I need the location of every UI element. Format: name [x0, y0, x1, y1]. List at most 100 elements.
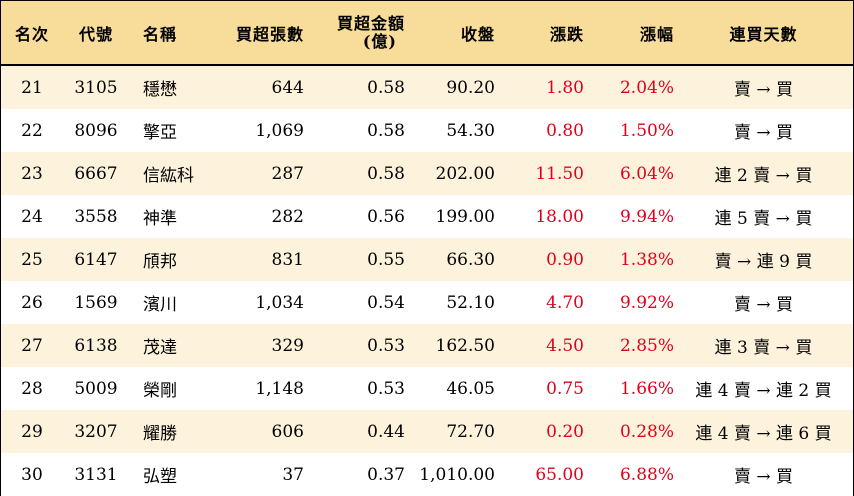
close-cell: 52.10	[446, 292, 495, 313]
change-cell: 11.50	[535, 163, 584, 184]
days-cell: 連 5 賣 → 買	[714, 209, 813, 229]
amount-cell: 0.55	[367, 249, 405, 270]
close-cell: 162.50	[435, 335, 495, 356]
name-cell: 榮剛	[143, 381, 177, 401]
pct-cell: 1.50%	[619, 120, 674, 141]
code-cell: 3558	[74, 206, 118, 227]
net-lots-cell: 37	[282, 464, 304, 485]
change-cell: 1.80	[546, 77, 584, 98]
days-cell: 連 3 賣 → 買	[714, 338, 813, 358]
table-row: 27 6138 茂達 329 0.53 162.50 4.50 2.85% 連 3 賣 → 買	[1, 324, 853, 367]
table-row: 21 3105 穩懋 644 0.58 90.20 1.80 2.04% 賣 → 買	[1, 66, 853, 109]
change-cell: 65.00	[535, 464, 584, 485]
header-name: 名稱	[143, 24, 178, 44]
code-cell: 5009	[74, 378, 118, 399]
table-row: 22 8096 擎亞 1,069 0.58 54.30 0.80 1.50% 賣 → 買	[1, 109, 853, 152]
change-cell: 0.20	[546, 421, 584, 442]
header-divider	[1, 64, 853, 66]
amount-cell: 0.53	[367, 378, 405, 399]
days-cell: 連 4 賣 → 連 6 買	[695, 424, 832, 444]
rank-cell: 29	[21, 421, 43, 442]
rank-cell: 28	[21, 378, 43, 399]
days-cell: 賣 → 買	[733, 80, 794, 100]
amount-cell: 0.37	[367, 464, 405, 485]
name-cell: 神準	[143, 209, 177, 229]
days-cell: 賣 → 買	[733, 295, 794, 315]
days-cell: 賣 → 買	[733, 123, 794, 143]
rank-cell: 25	[21, 249, 43, 270]
close-cell: 54.30	[446, 120, 495, 141]
rank-cell: 30	[21, 464, 43, 485]
code-cell: 6667	[74, 163, 118, 184]
close-cell: 66.30	[446, 249, 495, 270]
table-row: 24 3558 神準 282 0.56 199.00 18.00 9.94% 連 5 賣 → 買	[1, 195, 853, 238]
amount-cell: 0.58	[367, 163, 405, 184]
header-rank: 名次	[14, 24, 49, 44]
rank-cell: 21	[21, 77, 43, 98]
pct-cell: 9.94%	[619, 206, 674, 227]
close-cell: 199.00	[435, 206, 495, 227]
close-cell: 72.70	[446, 421, 495, 442]
header-pct: 漲幅	[639, 24, 674, 44]
close-cell: 90.20	[446, 77, 495, 98]
close-cell: 1,010.00	[419, 464, 495, 485]
rank-cell: 26	[21, 292, 43, 313]
amount-cell: 0.58	[367, 77, 405, 98]
change-cell: 0.90	[546, 249, 584, 270]
net-lots-cell: 287	[271, 163, 304, 184]
pct-cell: 6.88%	[619, 464, 674, 485]
name-cell: 濱川	[143, 295, 177, 315]
name-cell: 弘塑	[143, 467, 177, 487]
change-cell: 0.75	[546, 378, 584, 399]
header-close: 收盤	[460, 24, 495, 44]
table-row: 28 5009 榮剛 1,148 0.53 46.05 0.75 1.66% 連 4 賣 → 連…	[1, 367, 853, 410]
rank-cell: 23	[21, 163, 43, 184]
amount-cell: 0.58	[367, 120, 405, 141]
header-amount: 買超金額 (億)	[304, 1, 405, 64]
code-cell: 1569	[74, 292, 118, 313]
days-cell: 賣 → 連 9 買	[714, 252, 813, 272]
code-cell: 3207	[74, 421, 118, 442]
pct-cell: 0.28%	[619, 421, 674, 442]
name-cell: 茂達	[143, 338, 177, 358]
table-row: 23 6667 信紘科 287 0.58 202.00 11.50 6.04% 連 2 賣 → …	[1, 152, 853, 195]
header-days: 連買天數	[729, 24, 798, 44]
pct-cell: 2.85%	[619, 335, 674, 356]
name-cell: 穩懋	[143, 80, 177, 100]
name-cell: 擎亞	[143, 123, 177, 143]
table-row: 29 3207 耀勝 606 0.44 72.70 0.20 0.28% 連 4 賣 → 連 6…	[1, 410, 853, 453]
table-row: 30 3131 弘塑 37 0.37 1,010.00 65.00 6.88% 賣 → 買	[1, 453, 853, 496]
change-cell: 4.70	[546, 292, 584, 313]
days-cell: 連 2 賣 → 買	[714, 166, 813, 186]
change-cell: 18.00	[535, 206, 584, 227]
net-lots-cell: 329	[271, 335, 304, 356]
days-cell: 連 4 賣 → 連 2 買	[695, 381, 832, 401]
name-cell: 頎邦	[143, 252, 177, 272]
pct-cell: 9.92%	[619, 292, 674, 313]
header-code: 代號	[78, 24, 113, 44]
pct-cell: 2.04%	[619, 77, 674, 98]
table-row: 25 6147 頎邦 831 0.55 66.30 0.90 1.38% 賣 → 連 9 買	[1, 238, 853, 281]
net-lots-cell: 1,148	[255, 378, 304, 399]
net-lots-cell: 644	[271, 77, 304, 98]
amount-cell: 0.54	[367, 292, 405, 313]
net-lots-cell: 282	[271, 206, 304, 227]
name-cell: 信紘科	[143, 166, 194, 186]
code-cell: 6138	[74, 335, 118, 356]
net-lots-cell: 606	[271, 421, 304, 442]
amount-cell: 0.44	[367, 421, 405, 442]
table-row: 26 1569 濱川 1,034 0.54 52.10 4.70 9.92% 賣 → 買	[1, 281, 853, 324]
pct-cell: 1.66%	[619, 378, 674, 399]
rank-cell: 24	[21, 206, 43, 227]
name-cell: 耀勝	[143, 424, 177, 444]
header-change: 漲跌	[549, 24, 584, 44]
pct-cell: 1.38%	[619, 249, 674, 270]
amount-cell: 0.56	[367, 206, 405, 227]
net-lots-cell: 831	[271, 249, 304, 270]
rank-cell: 27	[21, 335, 43, 356]
table-header: 名次 代號 名稱 買超張數 買超金額 (億) 收盤 漲跌 漲幅 連買天數	[1, 1, 853, 64]
header-amount-line2: (億)	[362, 31, 397, 51]
amount-cell: 0.53	[367, 335, 405, 356]
rank-cell: 22	[21, 120, 43, 141]
